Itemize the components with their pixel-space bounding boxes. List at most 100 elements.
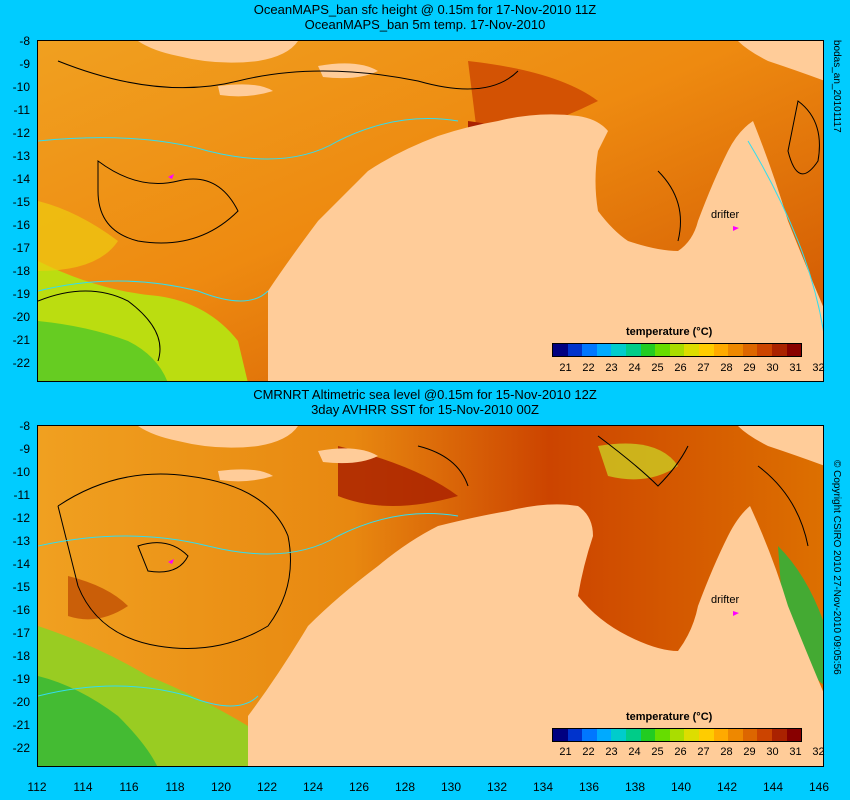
y-tick-label: -12 <box>12 511 30 525</box>
colorbar-swatch <box>640 344 656 356</box>
colorbar-tick-label: 31 <box>789 746 802 758</box>
y-tick-label: -21 <box>12 333 30 347</box>
colorbar-swatch <box>655 729 670 741</box>
y-tick-label: -9 <box>19 57 30 71</box>
y-tick-label: -18 <box>12 649 30 663</box>
x-tick-label: 124 <box>302 780 324 794</box>
colorbar-swatch <box>771 344 787 356</box>
y-tick-label: -13 <box>12 534 30 548</box>
colorbar-swatch <box>698 344 714 356</box>
y-tick-label: -15 <box>12 195 30 209</box>
colorbar-tick-label: 30 <box>766 362 779 374</box>
colorbar-tick-label: 23 <box>605 362 618 374</box>
y-tick-label: -16 <box>12 603 30 617</box>
bottom-map <box>37 425 824 767</box>
y-tick-label: -14 <box>12 172 30 186</box>
colorbar-swatch <box>611 729 626 741</box>
colorbar-tick-label: 27 <box>697 746 710 758</box>
top-title-line2: OceanMAPS_ban 5m temp. 17-Nov-2010 <box>304 17 546 32</box>
bottom-colorbar <box>552 728 802 742</box>
colorbar-swatch <box>713 344 729 356</box>
y-tick-label: -22 <box>12 356 30 370</box>
x-tick-label: 118 <box>165 780 185 794</box>
x-tick-label: 112 <box>27 780 47 794</box>
y-tick-label: -12 <box>12 126 30 140</box>
colorbar-tick-label: 28 <box>720 362 733 374</box>
top-colorbar <box>552 343 802 357</box>
x-tick-label: 132 <box>486 780 508 794</box>
colorbar-tick-label: 31 <box>789 362 802 374</box>
x-tick-label: 138 <box>624 780 646 794</box>
colorbar-swatch <box>553 344 568 356</box>
colorbar-swatch <box>655 344 670 356</box>
x-tick-label: 114 <box>73 780 93 794</box>
colorbar-tick-label: 29 <box>743 362 756 374</box>
colorbar-tick-label: 26 <box>674 362 687 374</box>
top-colorbar-ticks: 21 22 23 24 25 26 27 28 29 30 31 32 <box>554 362 830 374</box>
x-tick-label: 120 <box>210 780 232 794</box>
x-tick-label: 140 <box>670 780 692 794</box>
colorbar-tick-label: 24 <box>628 746 641 758</box>
y-tick-label: -18 <box>12 264 30 278</box>
colorbar-tick-label: 22 <box>582 746 595 758</box>
colorbar-tick-label: 23 <box>605 746 618 758</box>
x-tick-label: 134 <box>532 780 554 794</box>
x-tick-label: 144 <box>762 780 784 794</box>
colorbar-swatch <box>742 344 758 356</box>
colorbar-swatch <box>771 729 787 741</box>
top-drifter-label: drifter <box>711 209 740 221</box>
colorbar-swatch <box>786 729 802 741</box>
x-tick-label: 128 <box>394 780 416 794</box>
colorbar-swatch <box>596 729 612 741</box>
y-tick-label: -14 <box>12 557 30 571</box>
y-tick-label: -17 <box>12 241 30 255</box>
colorbar-tick-label: 32 <box>812 746 825 758</box>
colorbar-tick-label: 30 <box>766 746 779 758</box>
colorbar-swatch <box>684 729 699 741</box>
colorbar-tick-label: 21 <box>559 746 572 758</box>
colorbar-swatch <box>640 729 656 741</box>
y-tick-label: -11 <box>13 103 30 117</box>
colorbar-tick-label: 27 <box>697 362 710 374</box>
y-tick-label: -17 <box>12 626 30 640</box>
top-side-label: bodas_an_20101117 <box>831 40 842 133</box>
colorbar-tick-label: 29 <box>743 746 756 758</box>
y-tick-label: -21 <box>12 718 30 732</box>
top-title-line1: OceanMAPS_ban sfc height @ 0.15m for 17-… <box>253 2 597 17</box>
bottom-title-line2: 3day AVHRR SST for 15-Nov-2010 00Z <box>311 402 539 417</box>
colorbar-tick-label: 22 <box>582 362 595 374</box>
colorbar-swatch <box>786 344 802 356</box>
colorbar-tick-label: 25 <box>651 746 664 758</box>
x-tick-label: 126 <box>348 780 370 794</box>
y-tick-label: -20 <box>12 310 30 324</box>
y-tick-label: -13 <box>12 149 30 163</box>
colorbar-swatch <box>757 729 772 741</box>
colorbar-swatch <box>742 729 758 741</box>
y-tick-label: -10 <box>12 80 30 94</box>
colorbar-tick-label: 28 <box>720 746 733 758</box>
y-tick-label: -19 <box>12 287 30 301</box>
y-tick-label: -10 <box>12 465 30 479</box>
colorbar-swatch <box>698 729 714 741</box>
colorbar-swatch <box>684 344 699 356</box>
colorbar-tick-label: 32 <box>812 362 825 374</box>
y-tick-label: -22 <box>12 741 30 755</box>
colorbar-swatch <box>582 729 597 741</box>
y-tick-label: -16 <box>12 218 30 232</box>
colorbar-swatch <box>669 344 685 356</box>
x-tick-label: 122 <box>256 780 278 794</box>
colorbar-swatch <box>596 344 612 356</box>
y-tick-label: -20 <box>12 695 30 709</box>
colorbar-tick-label: 25 <box>651 362 664 374</box>
bottom-legend-title: temperature (°C) <box>626 711 713 723</box>
x-tick-label: 130 <box>440 780 462 794</box>
colorbar-swatch <box>582 344 597 356</box>
y-tick-label: -15 <box>12 580 30 594</box>
y-tick-label: -19 <box>12 672 30 686</box>
colorbar-swatch <box>728 729 743 741</box>
x-tick-label: 142 <box>716 780 738 794</box>
colorbar-swatch <box>553 729 568 741</box>
x-tick-label: 146 <box>808 780 830 794</box>
colorbar-swatch <box>611 344 626 356</box>
colorbar-swatch <box>713 729 729 741</box>
